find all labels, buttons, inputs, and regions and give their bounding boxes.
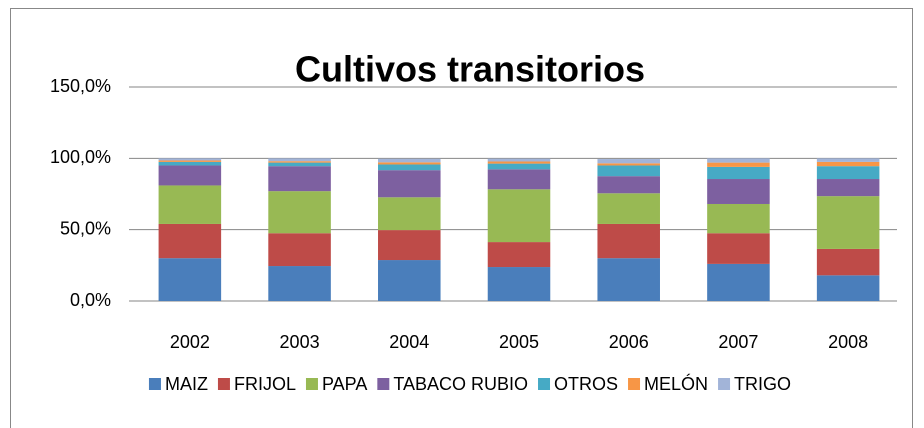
bar-segment — [158, 185, 222, 224]
bar-segment — [816, 275, 880, 301]
legend-label: FRIJOL — [234, 374, 296, 394]
bar-segment — [378, 197, 441, 231]
bar-segment — [487, 158, 551, 162]
legend-label: TABACO RUBIO — [393, 374, 528, 394]
bar-segment — [158, 158, 222, 161]
bar-segment — [816, 166, 880, 180]
legend-label: TRIGO — [734, 374, 791, 394]
bar-segment — [158, 258, 222, 301]
y-tick-label: 150,0% — [50, 76, 111, 96]
bar-segment — [378, 260, 441, 301]
chart-title: Cultivos transitorios — [295, 49, 645, 90]
legend-swatch — [217, 378, 230, 390]
bar-segment — [707, 179, 770, 204]
bar-segment — [268, 191, 331, 234]
bar-segment — [707, 263, 770, 301]
legend-label: OTROS — [554, 374, 618, 394]
legend-swatch — [148, 378, 161, 390]
bar-segment — [597, 159, 660, 164]
bar-segment — [487, 242, 551, 268]
bar-segment — [597, 193, 660, 224]
bar-segment — [268, 162, 331, 167]
bar-segment — [707, 162, 770, 167]
bar-segment — [487, 267, 551, 301]
bar-segment — [268, 166, 331, 192]
legend-swatch — [718, 378, 731, 390]
x-tick-label: 2006 — [609, 332, 649, 352]
bar-segment — [158, 161, 222, 166]
bar-segment — [158, 160, 222, 162]
bar-segment — [707, 203, 770, 234]
bar-segment — [487, 161, 551, 164]
bar-segment — [597, 176, 660, 194]
bar-segment — [816, 158, 880, 162]
x-tick-label: 2007 — [718, 332, 758, 352]
bar-segment — [268, 158, 331, 162]
x-tick-label: 2005 — [499, 332, 539, 352]
bar-segment — [378, 170, 441, 198]
bar-segment — [816, 248, 880, 276]
bar-segment — [158, 223, 222, 259]
bar-segment — [816, 161, 880, 167]
bar-segment — [268, 233, 331, 267]
legend-swatch — [628, 378, 641, 390]
bar-segment — [487, 163, 551, 170]
y-tick-label: 50,0% — [60, 218, 111, 238]
bar-segment — [378, 230, 441, 261]
bar-segment — [816, 179, 880, 197]
bar-segment — [597, 223, 660, 259]
x-tick-label: 2003 — [280, 332, 320, 352]
bar-segment — [597, 258, 660, 301]
legend-label: MELÓN — [644, 373, 708, 394]
legend-swatch — [305, 378, 318, 390]
bar-segment — [707, 166, 770, 180]
legend-label: PAPA — [322, 374, 367, 394]
bar-segment — [487, 169, 551, 190]
bar-segment — [158, 165, 222, 186]
bar-segment — [816, 196, 880, 249]
bar-segment — [378, 158, 441, 163]
x-tick-label: 2008 — [828, 332, 868, 352]
legend-swatch — [377, 378, 390, 390]
bar-segment — [597, 163, 660, 166]
x-tick-label: 2002 — [170, 332, 210, 352]
bar-segment — [378, 162, 441, 165]
bar-segment — [487, 189, 551, 243]
y-tick-label: 0,0% — [70, 290, 111, 310]
y-tick-label: 100,0% — [50, 147, 111, 167]
legend-label: MAIZ — [165, 374, 208, 394]
bar-segment — [268, 161, 331, 163]
bar-segment — [707, 233, 770, 264]
legend-swatch — [538, 378, 551, 390]
bar-segment — [268, 266, 331, 301]
bar-segment — [597, 165, 660, 177]
bar-segment — [707, 158, 770, 163]
bar-segment — [378, 164, 441, 171]
x-tick-label: 2004 — [389, 332, 429, 352]
